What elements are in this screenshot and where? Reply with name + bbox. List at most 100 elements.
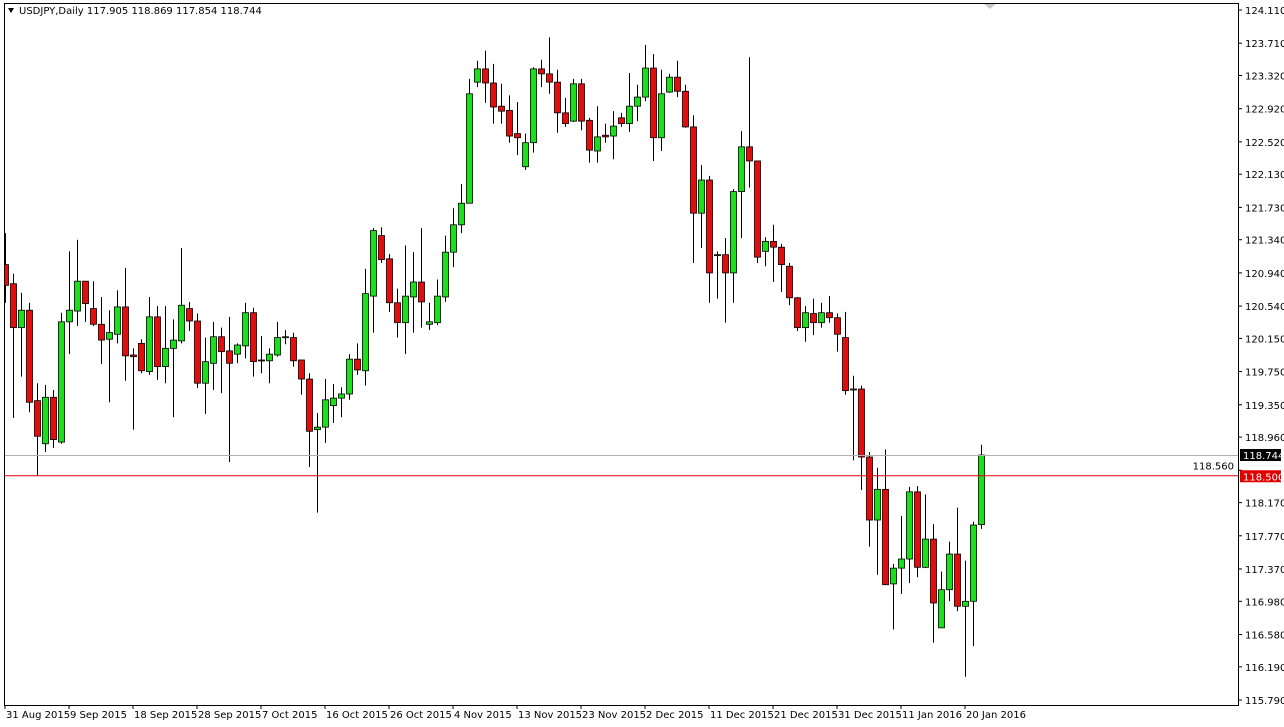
candle-body-bear <box>378 235 385 261</box>
y-tick-label: 120.540 <box>1245 302 1284 313</box>
candle-body-bear <box>26 309 33 403</box>
candle-body-bear <box>602 134 609 138</box>
candle-body-bear <box>130 354 137 358</box>
candle <box>282 330 289 345</box>
candle <box>778 243 785 292</box>
candle <box>930 524 937 643</box>
candle-body-bull <box>266 353 273 362</box>
x-tick-label: 13 Nov 2015 <box>518 710 582 721</box>
candle-body-bull <box>338 393 345 399</box>
candle-body-bear <box>682 90 689 128</box>
candle-body-bull <box>922 538 929 568</box>
candle <box>866 452 873 547</box>
y-tick-label: 121.730 <box>1245 203 1284 214</box>
candle <box>626 73 633 132</box>
candle <box>858 385 865 491</box>
candle <box>386 253 393 312</box>
candle <box>250 307 257 377</box>
candle <box>18 292 25 377</box>
candle-body-bear <box>306 378 313 432</box>
x-tick-label: 28 Sep 2015 <box>198 710 261 721</box>
candle-body-bear <box>954 553 961 607</box>
x-tick-label: 7 Oct 2015 <box>262 710 317 721</box>
y-tick-label: 119.350 <box>1245 401 1284 412</box>
candle <box>26 302 33 413</box>
candle <box>138 339 145 374</box>
candle <box>178 248 185 344</box>
chart-shift-marker-icon[interactable] <box>984 4 996 9</box>
candle-body-bear <box>722 254 729 274</box>
candle <box>106 310 113 403</box>
candle <box>786 262 793 306</box>
candle-body-bear <box>538 68 545 75</box>
candle-body-bear <box>482 68 489 84</box>
candle <box>426 302 433 331</box>
candle-body-bull <box>610 125 617 137</box>
x-tick-label: 9 Sep 2015 <box>70 710 127 721</box>
candle-body-bull <box>658 93 665 139</box>
x-tick-label: 26 Oct 2015 <box>390 710 452 721</box>
candle <box>570 78 577 122</box>
candle-body-bull <box>818 312 825 324</box>
candle-body-bull <box>802 312 809 329</box>
candle <box>226 316 233 462</box>
candle-body-bear <box>882 488 889 586</box>
candle-body-bull <box>738 146 745 193</box>
candle-body-bear <box>810 313 817 324</box>
candle <box>818 302 825 328</box>
candle-body-bear <box>834 317 841 335</box>
candle <box>290 332 297 367</box>
candle <box>730 189 737 303</box>
candle-body-bear <box>122 306 129 357</box>
candle-body-bear <box>826 312 833 319</box>
candle-body-bull <box>242 312 249 347</box>
candle <box>938 571 945 629</box>
dropdown-triangle-icon[interactable] <box>8 8 14 13</box>
x-tick-label: 20 Jan 2016 <box>966 710 1026 721</box>
candle-body-bull <box>370 230 377 297</box>
candle <box>186 301 193 331</box>
candle <box>842 311 849 395</box>
candle-body-bear <box>786 265 793 299</box>
candle-body-bull <box>850 388 857 391</box>
candle-body-bull <box>114 306 121 335</box>
candle <box>594 106 601 163</box>
candle <box>962 560 969 677</box>
candle <box>474 60 481 88</box>
candle <box>850 375 857 461</box>
candle <box>34 383 41 476</box>
candle <box>274 321 281 357</box>
candle <box>490 63 497 124</box>
candle <box>130 348 137 430</box>
candle <box>650 53 657 161</box>
candle-body-bear <box>154 316 161 368</box>
y-tick-label: 118.960 <box>1245 433 1284 444</box>
candle <box>738 131 745 239</box>
candle <box>114 290 121 344</box>
candle <box>922 494 929 569</box>
y-tick-label: 121.340 <box>1245 236 1284 247</box>
candle-body-bull <box>402 295 409 324</box>
candle-body-bull <box>762 240 769 252</box>
candle-body-bear <box>34 400 41 437</box>
candle <box>74 239 81 326</box>
candle-body-bull <box>314 426 321 431</box>
candle-body-bear <box>650 67 657 139</box>
candle <box>66 251 73 355</box>
y-tick-label: 116.190 <box>1245 663 1284 674</box>
candle-body-bull <box>946 553 953 591</box>
candle <box>298 359 305 395</box>
time-axis: 31 Aug 2015 9 Sep 2015 18 Sep 2015 28 Sep 2… <box>4 705 1026 721</box>
candle <box>434 279 441 326</box>
candle-body-bull <box>170 339 177 349</box>
candle-body-bear <box>98 323 105 341</box>
candle <box>754 160 761 263</box>
candle <box>530 67 537 153</box>
candle <box>610 111 617 160</box>
candle <box>586 117 593 163</box>
bid-price-box <box>1240 449 1281 462</box>
candle-body-bull <box>442 251 449 298</box>
candle <box>98 296 105 365</box>
